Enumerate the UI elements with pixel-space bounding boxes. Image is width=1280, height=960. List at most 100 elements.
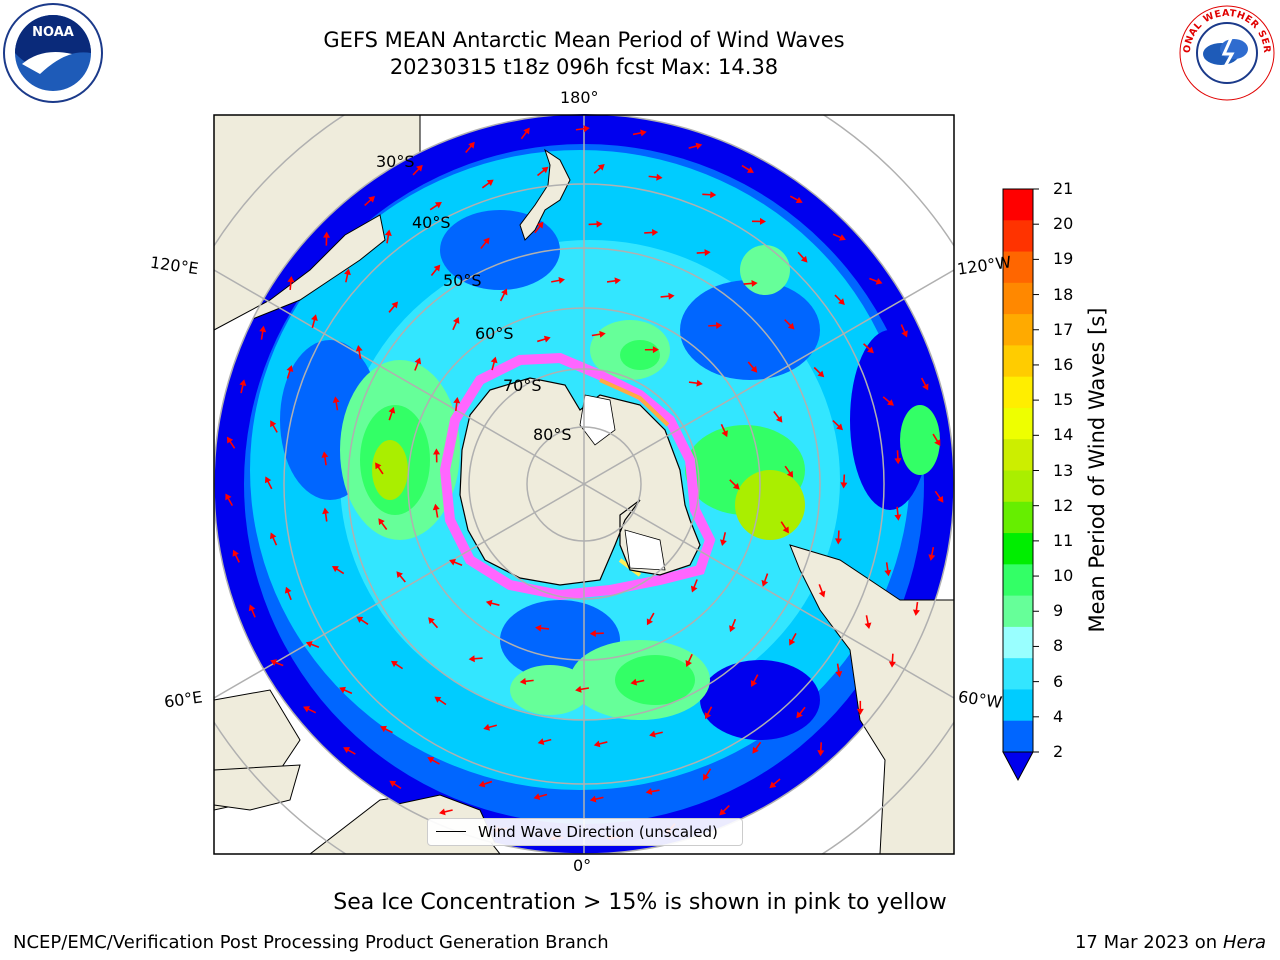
wind-wave-arrow (690, 579, 698, 593)
wind-wave-arrow (534, 221, 544, 234)
colorbar-tick-label: 15 (1053, 390, 1074, 410)
colorbar-tick-label: 11 (1053, 530, 1074, 550)
wind-wave-arrow (894, 450, 902, 465)
wind-wave-arrow (269, 532, 278, 546)
wind-wave-arrow (789, 632, 797, 646)
wind-wave-arrow (840, 474, 848, 489)
wind-wave-arrow (818, 584, 826, 598)
wind-wave-arrow (752, 741, 762, 754)
wind-wave-arrow (780, 521, 789, 534)
wind-wave-arrow (427, 757, 440, 765)
wind-wave-arrow (773, 411, 783, 423)
chart-subtitle: 20230315 t18z 096h fcst Max: 14.38 (389, 55, 779, 79)
wind-wave-arrow (286, 365, 294, 379)
wind-wave-arrow (832, 233, 846, 241)
wind-wave-arrow (412, 164, 423, 176)
wind-wave-arrow (323, 231, 331, 246)
wind-wave-arrow (384, 229, 392, 244)
wind-wave-arrow (720, 423, 728, 438)
colorbar-segment (1003, 658, 1033, 690)
colorbar-tick-label: 4 (1053, 706, 1064, 726)
colorbar-tick-label: 16 (1053, 354, 1074, 374)
wind-wave-arrow (743, 279, 758, 287)
wind-wave-arrow (750, 674, 759, 687)
wind-wave-arrow (591, 330, 606, 338)
wind-wave-arrow (537, 738, 552, 745)
colorbar-segment (1003, 689, 1033, 722)
wind-wave-arrow (741, 164, 754, 173)
wind-wave-arrow (396, 571, 406, 583)
wind-wave-arrow (751, 217, 766, 225)
colorbar-tick-label: 19 (1053, 249, 1074, 269)
colorbar-tick-label: 21 (1053, 179, 1074, 198)
wind-wave-arrow (934, 490, 944, 503)
wind-wave-arrow (702, 768, 712, 781)
lat-label-50s: 50°S (443, 271, 482, 290)
colorbar-tick-label: 18 (1053, 284, 1074, 304)
colorbar-segment (1003, 564, 1033, 597)
wind-wave-arrow (835, 663, 843, 678)
wind-wave-arrow (305, 641, 320, 649)
wind-wave-arrow (375, 462, 384, 475)
lat-label-40s: 40°S (412, 213, 451, 232)
wind-wave-arrow (259, 325, 267, 340)
wind-wave-arrow (832, 419, 843, 431)
wind-wave-arrow (884, 562, 892, 577)
wind-wave-arrow (483, 723, 498, 731)
wind-wave-arrow (688, 142, 703, 150)
wind-wave-arrow (433, 448, 441, 463)
wind-wave-arrow (648, 173, 663, 181)
wind-wave-arrow (589, 795, 604, 803)
wind-wave-arrow (380, 725, 393, 734)
wind-wave-arrow (894, 506, 902, 521)
wind-wave-arrow (434, 696, 447, 706)
sea-ice-note: Sea Ice Concentration > 15% is shown in … (333, 890, 947, 915)
wind-wave-arrow (432, 503, 440, 518)
colorbar-segment (1003, 376, 1033, 409)
lat-label-60s: 60°S (475, 324, 514, 343)
wind-wave-arrow (644, 346, 659, 354)
wind-wave-arrow (428, 617, 439, 629)
wind-wave-arrow (882, 396, 894, 406)
wind-wave-arrow (439, 808, 453, 816)
wind-wave-arrow (632, 129, 647, 137)
colorbar-tick-label: 6 (1053, 671, 1064, 691)
colorbar-segment (1003, 220, 1033, 253)
lat-label-70s: 70°S (503, 376, 542, 395)
colorbar-tick-label: 8 (1053, 636, 1064, 656)
colorbar-segment (1003, 626, 1033, 659)
footer-date: 17 Mar 2023 on Hera (1075, 932, 1266, 953)
wind-wave-arrow (537, 166, 549, 177)
wind-wave-arrow (912, 601, 920, 616)
colorbar-segment (1003, 439, 1033, 471)
wind-wave-arrow (708, 322, 723, 330)
wind-wave-arrow (729, 618, 737, 633)
wind-wave-arrow (481, 179, 494, 189)
legend-line-icon (436, 831, 466, 832)
colorbar-tick-label: 12 (1053, 495, 1074, 515)
wind-wave-arrow (284, 586, 292, 601)
map-frame (213, 114, 955, 855)
colorbar-segment (1003, 595, 1033, 628)
colorbar-segment (1003, 533, 1033, 565)
footer-branch: NCEP/EMC/Verification Post Processing Pr… (13, 932, 609, 953)
wind-wave-arrow (414, 357, 422, 371)
wind-wave-arrow (311, 314, 318, 329)
wind-wave-arrow (588, 220, 603, 228)
colorbar-segment (1003, 189, 1033, 221)
wind-wave-arrow (863, 343, 874, 354)
wind-wave-arrow (533, 793, 548, 801)
wind-wave-arrow (303, 706, 317, 714)
wind-wave-arrow (649, 730, 663, 738)
colorbar-tick-label: 10 (1053, 566, 1074, 586)
wind-wave-arrow (575, 685, 590, 693)
wind-wave-arrow (834, 294, 845, 305)
wind-wave-arrow (646, 612, 655, 626)
wind-wave-arrow (343, 747, 356, 755)
wind-wave-arrow (248, 604, 256, 618)
wind-wave-arrow (606, 277, 621, 285)
wind-wave-arrow (452, 317, 460, 331)
wind-wave-arrow (225, 493, 234, 507)
colorbar-tick-label: 20 (1053, 214, 1074, 234)
wind-wave-arrow (660, 292, 675, 300)
